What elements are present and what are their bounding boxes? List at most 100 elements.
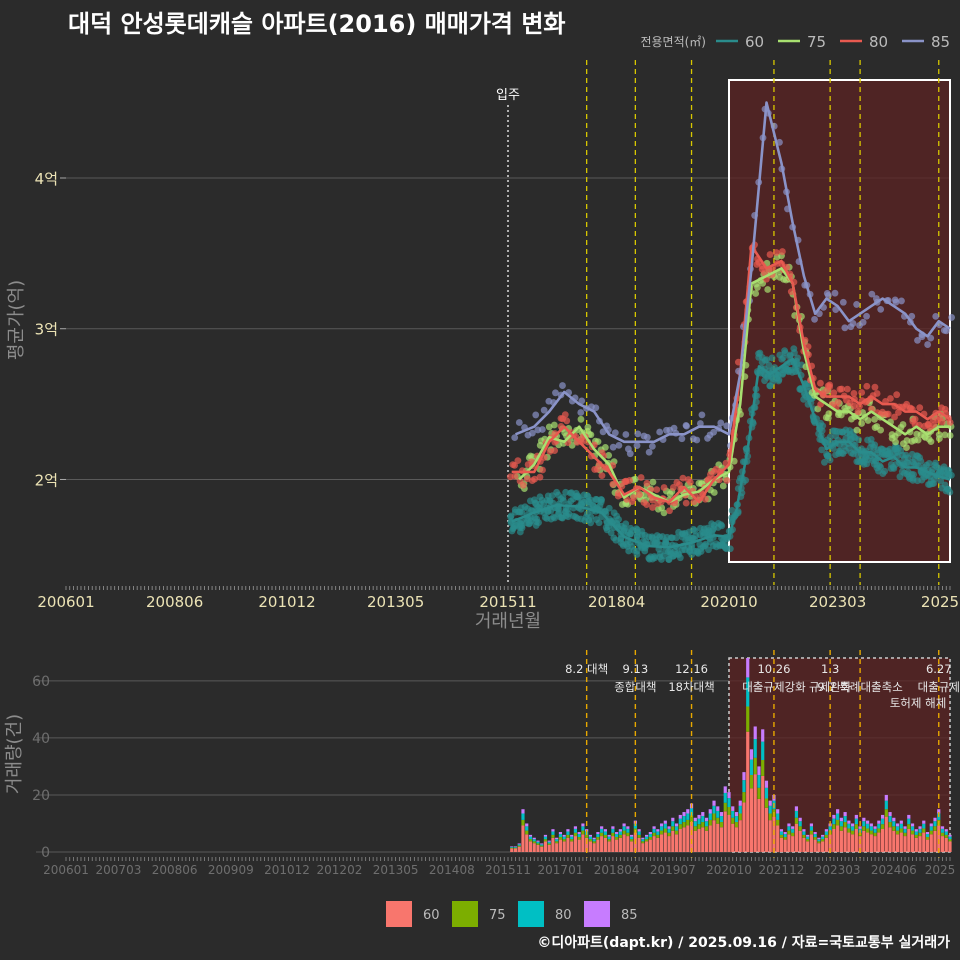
volume-bar-75	[802, 834, 806, 838]
volume-bar-85	[749, 749, 754, 760]
price-dot-85	[622, 431, 630, 438]
volume-bar-80	[768, 805, 772, 814]
volume-bar-80	[719, 816, 724, 823]
volume-bar-85	[888, 812, 892, 817]
volume-bar-85	[858, 826, 862, 829]
volume-bar-60	[663, 832, 667, 852]
volume-bar-85	[937, 809, 941, 814]
price-dot-85	[839, 298, 847, 306]
volume-bar-80	[907, 818, 911, 825]
volume-bar-80	[925, 834, 930, 838]
price-dot-60	[824, 452, 832, 460]
volume-bar-60	[836, 825, 840, 852]
volume-bar-80	[674, 826, 679, 831]
volume-bar-80	[510, 846, 514, 848]
volume-bar-85	[615, 832, 619, 835]
volume-bar-60	[944, 837, 948, 852]
price-dot-60	[790, 345, 798, 353]
volume-bar-75	[798, 826, 802, 831]
volume-bar-75	[581, 830, 585, 835]
price-dot-60	[726, 545, 734, 553]
volume-bar-75	[925, 837, 930, 840]
volume-legend-swatch-60	[386, 901, 412, 927]
volume-bar-80	[637, 831, 641, 835]
price-dot-85	[634, 430, 642, 438]
volume-bar-75	[761, 759, 765, 776]
volume-bar-75	[716, 817, 720, 824]
price-dot-80	[643, 479, 651, 487]
volume-bar-80	[873, 828, 877, 833]
volume-bar-85	[884, 794, 888, 801]
volume-bar-60	[581, 834, 585, 852]
volume-bar-75	[821, 839, 825, 842]
volume-bar-75	[914, 834, 918, 838]
volume-bar-80	[592, 839, 596, 842]
price-dot-60	[925, 459, 933, 467]
price-dot-80	[858, 389, 866, 396]
price-dot-60	[587, 513, 595, 521]
price-dot-85	[849, 320, 857, 327]
price-dot-80	[626, 477, 634, 484]
price-dot-85	[892, 298, 900, 306]
volume-bar-85	[944, 829, 948, 832]
volume-bar-60	[910, 834, 915, 852]
price-dot-60	[564, 505, 571, 513]
volume-bar-80	[543, 836, 548, 840]
price-dot-60	[881, 467, 889, 475]
price-dot-80	[826, 381, 834, 389]
price-dot-60	[818, 446, 826, 454]
volume-bar-60	[678, 829, 682, 852]
price-dot-75	[660, 509, 668, 517]
volume-x-tick-label: 201511	[485, 863, 531, 877]
price-dot-60	[633, 551, 641, 558]
volume-bar-75	[940, 832, 945, 837]
volume-bar-60	[806, 841, 810, 852]
volume-bar-80	[933, 821, 937, 827]
volume-bar-75	[656, 834, 660, 838]
volume-bar-60	[858, 836, 862, 852]
price-line-85	[515, 101, 951, 444]
volume-bar-75	[622, 830, 626, 835]
volume-bar-80	[809, 826, 813, 831]
volume-bar-80	[622, 826, 626, 831]
volume-bar-75	[525, 830, 529, 835]
volume-bar-60	[517, 846, 521, 852]
volume-bar-85	[940, 826, 945, 829]
volume-bar-85	[895, 823, 900, 827]
volume-bar-75	[615, 837, 619, 840]
volume-bar-75	[895, 830, 900, 835]
volume-bar-75	[603, 834, 607, 838]
volume-bar-75	[588, 839, 592, 842]
policy-extra-label: 토허제 해제	[890, 696, 947, 710]
volume-bar-85	[768, 800, 772, 806]
volume-bar-80	[659, 826, 664, 831]
price-dot-80	[551, 447, 559, 455]
price-dot-85	[532, 411, 540, 419]
price-dot-75	[853, 426, 861, 434]
volume-bar-85	[742, 772, 746, 781]
volume-bar-80	[618, 831, 622, 835]
price-dot-60	[675, 551, 683, 559]
volume-bar-80	[802, 831, 806, 835]
price-dot-80	[531, 475, 539, 483]
volume-bar-85	[521, 809, 525, 814]
volume-bar-80	[761, 741, 765, 760]
volume-bar-85	[566, 829, 570, 832]
volume-bar-75	[753, 757, 757, 775]
volume-bar-60	[869, 834, 873, 852]
volume-bar-80	[895, 826, 900, 831]
policy-label-name: 규제완화	[809, 680, 852, 694]
volume-bar-80	[671, 821, 675, 827]
price-dot-80	[887, 395, 894, 402]
volume-bar-60	[630, 841, 634, 852]
volume-bar-75	[731, 817, 735, 824]
volume-bar-75	[521, 819, 525, 826]
price-dot-60	[761, 356, 769, 364]
volume-bar-80	[764, 787, 769, 799]
price-dot-80	[884, 410, 892, 418]
volume-bar-80	[633, 823, 637, 829]
price-dot-60	[633, 532, 641, 539]
volume-bar-60	[821, 841, 825, 852]
volume-y-tick-label: 40	[32, 731, 50, 747]
